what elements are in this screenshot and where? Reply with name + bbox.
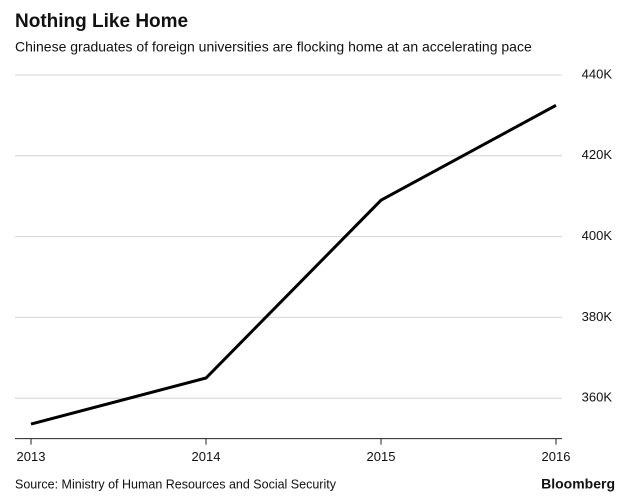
x-tick-label: 2013 [17,449,46,464]
y-tick-label: 440K [582,66,613,81]
x-tick-label: 2014 [192,449,221,464]
chart-title: Nothing Like Home [15,11,188,32]
y-tick-label: 420K [582,147,613,162]
chart-subtitle: Chinese graduates of foreign universitie… [15,39,532,55]
source-note: Source: Ministry of Human Resources and … [15,477,337,491]
y-tick-label: 380K [582,309,613,324]
data-line [30,103,557,426]
x-tick-label: 2015 [367,449,396,464]
x-tick-label: 2016 [542,449,571,464]
y-tick-label: 360K [582,390,613,405]
brand: Bloomberg [541,476,615,492]
y-tick-label: 400K [582,228,613,243]
